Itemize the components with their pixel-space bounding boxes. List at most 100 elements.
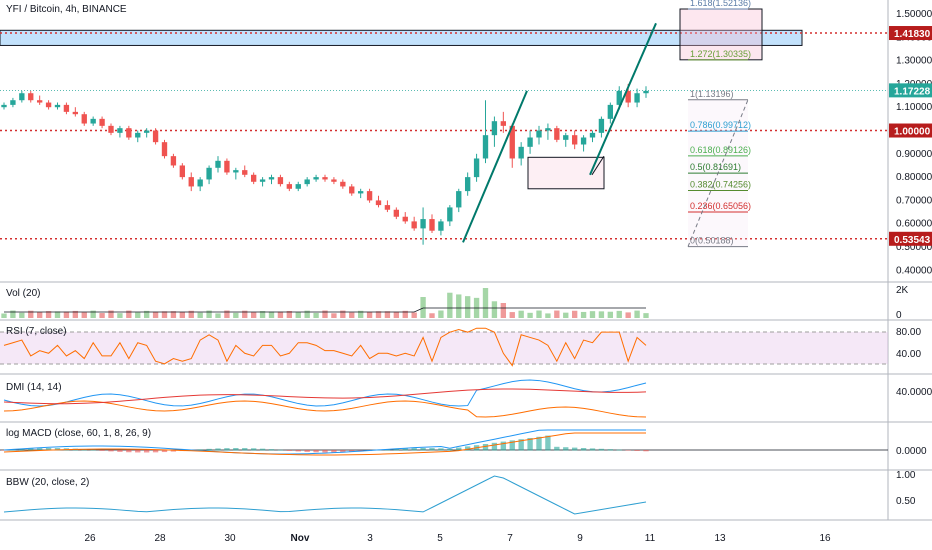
macd-line bbox=[3, 429, 646, 455]
candle-body bbox=[179, 165, 186, 178]
volume-bar bbox=[152, 311, 159, 318]
volume-bar bbox=[135, 312, 141, 318]
vol-axis-label: 0 bbox=[896, 310, 902, 321]
macd-histogram-bar bbox=[233, 448, 239, 451]
volume-bar bbox=[491, 301, 498, 318]
volume-bar bbox=[197, 312, 203, 318]
candle-body bbox=[90, 118, 96, 124]
macd-histogram-bar bbox=[259, 448, 266, 451]
volume-bar bbox=[616, 310, 622, 318]
rsi-title: RSI (7, close) bbox=[6, 326, 67, 337]
macd-histogram-bar bbox=[117, 450, 123, 452]
macd-histogram-bar bbox=[45, 448, 52, 451]
volume-bar bbox=[259, 311, 266, 318]
time-axis-label: 3 bbox=[367, 533, 373, 544]
candle-body bbox=[402, 216, 408, 222]
macd-histogram-bar bbox=[19, 448, 25, 451]
volume-bar bbox=[527, 312, 533, 318]
macd-histogram-bar bbox=[206, 448, 212, 451]
volume-bar bbox=[126, 310, 132, 318]
macd-histogram-bar bbox=[286, 450, 293, 451]
macd-histogram-bar bbox=[197, 449, 203, 451]
bbw-axis-label: 1.00 bbox=[896, 470, 916, 481]
price-axis-label: 1.10000 bbox=[896, 102, 932, 113]
macd-histogram-bar bbox=[456, 447, 462, 451]
price-tag-label: 1.41830 bbox=[894, 29, 931, 40]
volume-bar bbox=[340, 310, 346, 318]
price-tag bbox=[889, 123, 932, 138]
volume-bar bbox=[580, 311, 587, 318]
candle-body bbox=[580, 137, 587, 145]
volume-bar bbox=[108, 310, 114, 318]
macd-histogram-bar bbox=[589, 448, 596, 451]
macd-histogram-bar bbox=[411, 448, 417, 451]
volume-bar bbox=[45, 311, 52, 318]
volume-bar bbox=[411, 312, 417, 318]
candle-body bbox=[197, 179, 203, 187]
volume-bar bbox=[402, 310, 408, 318]
volume-bar bbox=[429, 313, 435, 318]
candle-body bbox=[313, 177, 319, 180]
volume-bar bbox=[277, 311, 284, 318]
candle-body bbox=[563, 135, 569, 140]
volume-bar bbox=[464, 296, 471, 318]
macd-histogram-bar bbox=[429, 448, 435, 451]
macd-histogram-bar bbox=[643, 450, 649, 452]
trendline-right bbox=[589, 22, 657, 176]
macd-histogram-bar bbox=[438, 448, 444, 451]
macd-histogram-bar bbox=[215, 448, 221, 451]
volume-bar bbox=[90, 310, 96, 318]
volume-bar bbox=[349, 312, 355, 318]
candle-body bbox=[340, 181, 346, 187]
candle-body bbox=[72, 111, 79, 115]
price-tag-label: 1.00000 bbox=[894, 127, 931, 138]
fib-level-label: 0.786(0.99712) bbox=[690, 120, 751, 130]
candle-body bbox=[545, 128, 551, 131]
fib-level-label: 0(0.50188) bbox=[690, 236, 734, 246]
candle-body bbox=[170, 156, 177, 166]
volume-bar bbox=[10, 310, 16, 318]
volume-bar bbox=[589, 311, 596, 318]
candle-body bbox=[54, 104, 61, 108]
macd-histogram-bar bbox=[135, 450, 141, 453]
price-tag bbox=[889, 83, 932, 98]
candle-body bbox=[527, 137, 533, 147]
macd-histogram-bar bbox=[90, 449, 96, 451]
candle-body bbox=[143, 130, 150, 133]
rsi-axis-label: 40.00 bbox=[896, 349, 921, 360]
macd-histogram-bar bbox=[464, 446, 471, 451]
candle-body bbox=[295, 184, 301, 189]
fib-level-label: 0.5(0.81691) bbox=[690, 162, 741, 172]
macd-histogram-bar bbox=[331, 450, 337, 453]
fib-trend-line bbox=[687, 99, 749, 247]
time-axis-label: Nov bbox=[291, 533, 310, 544]
fib-level-label: 0.618(0.89126) bbox=[690, 145, 751, 155]
time-axis-label: 30 bbox=[224, 533, 236, 544]
fib-level-label: 1.618(1.52136) bbox=[690, 0, 751, 8]
macd-histogram-bar bbox=[554, 446, 560, 451]
candle-body bbox=[643, 90, 649, 94]
trendline-connector bbox=[591, 155, 605, 176]
candle-body bbox=[482, 135, 489, 159]
macd-histogram-bar bbox=[580, 448, 587, 451]
macd-histogram-bar bbox=[393, 448, 400, 451]
bbw-line bbox=[3, 475, 647, 515]
macd-histogram-bar bbox=[250, 448, 257, 451]
candle-body bbox=[554, 128, 560, 140]
volume-bar bbox=[447, 292, 453, 318]
macd-histogram-bar bbox=[170, 450, 177, 452]
macd-histogram-bar bbox=[268, 449, 275, 451]
candle-body bbox=[473, 158, 480, 178]
candle-body bbox=[81, 114, 87, 124]
macd-histogram-bar bbox=[536, 436, 542, 451]
fib-level-label: 0.236(0.65056) bbox=[690, 201, 751, 211]
candle-body bbox=[438, 221, 444, 231]
volume-bar bbox=[54, 311, 61, 318]
price-axis-label: 0.80000 bbox=[896, 172, 932, 183]
volume-bar bbox=[420, 297, 426, 318]
candle-body bbox=[625, 90, 631, 103]
macd-histogram-bar bbox=[482, 444, 489, 451]
candle-body bbox=[331, 179, 337, 182]
volume-bar bbox=[598, 311, 605, 318]
